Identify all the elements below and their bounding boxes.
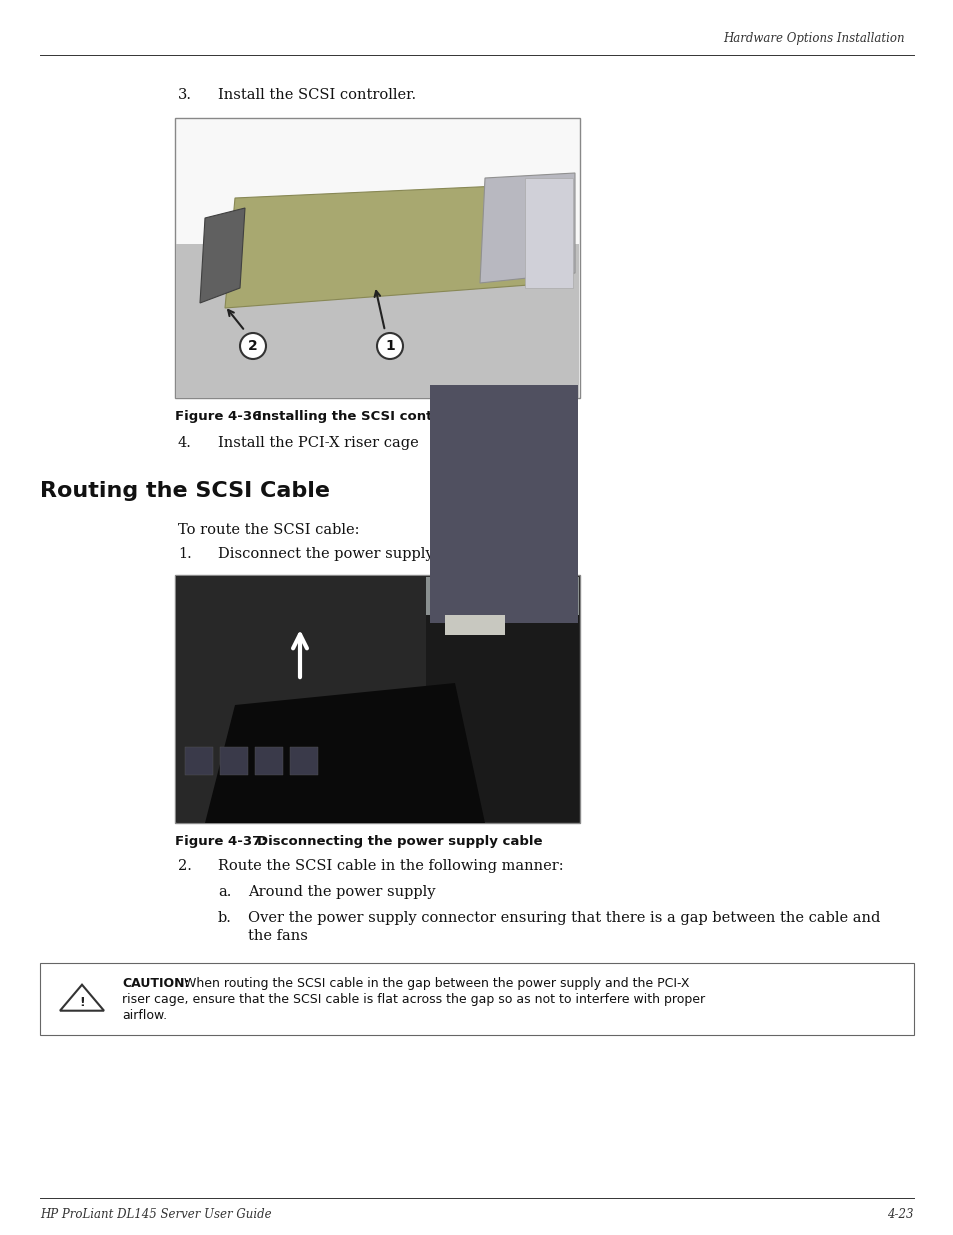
Text: 1: 1 [385,338,395,353]
Text: Install the PCI-X riser cage: Install the PCI-X riser cage [218,436,418,450]
Polygon shape [205,683,484,823]
Text: 2: 2 [248,338,257,353]
Text: HP ProLiant DL145 Server User Guide: HP ProLiant DL145 Server User Guide [40,1208,272,1221]
Text: airflow.: airflow. [122,1009,167,1023]
Bar [430,385,578,622]
Text: Route the SCSI cable in the following manner:: Route the SCSI cable in the following ma… [218,860,563,873]
Text: riser cage, ensure that the SCSI cable is flat across the gap so as not to inter: riser cage, ensure that the SCSI cable i… [122,993,704,1007]
Text: Hardware Options Installation: Hardware Options Installation [722,32,904,44]
Bar [175,245,578,398]
Text: 3.: 3. [178,88,192,103]
Polygon shape [200,207,245,303]
Polygon shape [60,984,104,1010]
Text: Install the SCSI controller.: Install the SCSI controller. [218,88,416,103]
Text: Routing the SCSI Cable: Routing the SCSI Cable [40,480,330,501]
Text: a.: a. [218,885,232,899]
Text: Figure 4-37:: Figure 4-37: [174,835,275,848]
Text: the fans: the fans [248,929,308,944]
Bar [174,576,579,823]
Bar [254,747,283,776]
Text: Over the power supply connector ensuring that there is a gap between the cable a: Over the power supply connector ensuring… [248,911,880,925]
Bar [175,270,578,396]
Bar [524,178,573,288]
Text: b.: b. [218,911,232,925]
Bar [174,119,579,398]
Circle shape [376,333,402,359]
Bar [175,577,578,615]
Text: When routing the SCSI cable in the gap between the power supply and the PCI-X: When routing the SCSI cable in the gap b… [184,977,689,990]
Text: 1.: 1. [178,547,192,561]
Text: CAUTION:: CAUTION: [122,977,190,990]
Bar [40,963,913,1035]
Text: Disconnecting the power supply cable: Disconnecting the power supply cable [256,835,542,848]
Text: 4-23: 4-23 [886,1208,913,1221]
Text: !: ! [79,997,85,1009]
Text: 2.: 2. [178,860,192,873]
Text: 4.: 4. [178,436,192,450]
Text: Disconnect the power supply cable.: Disconnect the power supply cable. [218,547,482,561]
Text: To route the SCSI cable:: To route the SCSI cable: [178,522,359,537]
Text: Around the power supply: Around the power supply [248,885,435,899]
Polygon shape [225,183,564,308]
Circle shape [240,333,266,359]
Bar [444,615,504,635]
Bar [175,576,426,823]
Polygon shape [479,173,575,283]
Bar [185,747,213,776]
Bar [220,747,248,776]
Text: Figure 4-36:: Figure 4-36: [174,410,275,424]
Text: Installing the SCSI controller: Installing the SCSI controller [256,410,473,424]
Bar [290,747,317,776]
